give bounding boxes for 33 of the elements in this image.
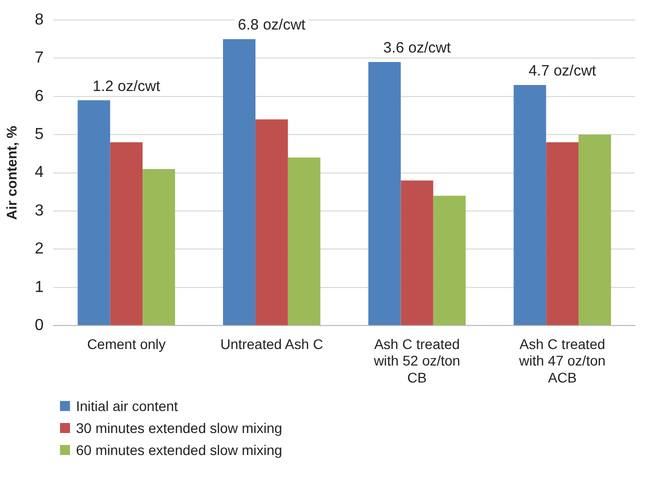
annotation: 6.8 oz/cwt [238, 16, 306, 34]
annotation: 4.7 oz/cwt [528, 62, 597, 80]
bar [514, 84, 546, 326]
y-tick-label: 6 [34, 88, 44, 105]
bar [578, 134, 612, 326]
bar [288, 158, 320, 326]
bar [433, 196, 466, 326]
bar [368, 62, 401, 326]
y-tick-label: 2 [34, 240, 44, 258]
x-tick-label: Ash C treated with 52 oz/ton CB [372, 336, 460, 386]
bar [255, 119, 288, 326]
annotation: 3.6 oz/cwt [383, 40, 452, 57]
y-tick-label: 3 [34, 202, 44, 220]
bar [400, 180, 434, 326]
legend-label: 60 minutes extended slow mixing [76, 442, 282, 458]
legend-label: Initial air content [76, 398, 178, 414]
y-tick-label: 7 [34, 50, 44, 67]
bar [546, 142, 579, 326]
y-tick-label: 4 [34, 164, 44, 182]
bar [142, 168, 176, 326]
legend-label: 30 minutes extended slow mixing [76, 420, 282, 436]
x-tick-label: Untreated Ash C [220, 336, 324, 352]
y-tick-label: 5 [34, 126, 44, 144]
y-tick-label: 1 [34, 278, 44, 296]
bar [78, 100, 110, 326]
y-axis-title: Air content, % [3, 125, 20, 220]
bar [223, 39, 256, 326]
x-tick-label: Ash C treated with 47 oz/ton ACB [518, 336, 606, 386]
y-tick-label: 0 [34, 317, 44, 334]
y-tick-label: 8 [34, 11, 44, 28]
annotation: 1.2 oz/cwt [92, 78, 161, 95]
bar [110, 142, 143, 326]
x-tick-label: Cement only [87, 336, 166, 352]
